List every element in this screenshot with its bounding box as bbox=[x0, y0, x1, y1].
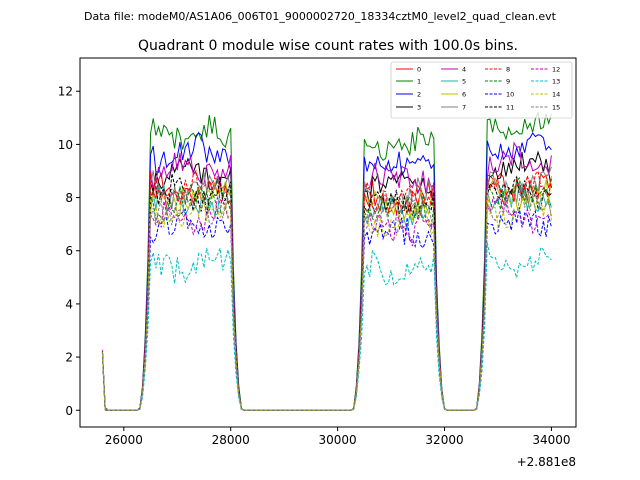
y-tick-label: 6 bbox=[65, 244, 73, 258]
x-tick-label: 34000 bbox=[532, 433, 570, 447]
y-axis-ticks: 0 2 4 6 8 10 12 bbox=[58, 85, 80, 418]
y-tick-label: 0 bbox=[65, 404, 73, 418]
y-tick-label: 2 bbox=[65, 351, 73, 365]
legend-label-2: 2 bbox=[417, 91, 421, 99]
series-line-15 bbox=[101, 187, 552, 411]
legend-label-12: 12 bbox=[552, 66, 560, 74]
legend-label-1: 1 bbox=[417, 78, 421, 86]
legend-label-4: 4 bbox=[462, 66, 466, 74]
legend-box bbox=[390, 61, 573, 119]
legend-label-14: 14 bbox=[552, 91, 560, 99]
axes-frame bbox=[79, 57, 577, 428]
x-tick-label: 28000 bbox=[212, 433, 250, 447]
legend-label-8: 8 bbox=[506, 66, 510, 74]
plot-lines bbox=[101, 110, 552, 411]
legend-label-15: 15 bbox=[552, 104, 560, 112]
legend-label-13: 13 bbox=[552, 78, 560, 86]
x-tick-label: 26000 bbox=[105, 433, 143, 447]
x-tick-label: 32000 bbox=[425, 433, 463, 447]
legend-label-9: 9 bbox=[506, 78, 510, 86]
y-tick-label: 12 bbox=[58, 85, 73, 99]
x-offset-label: +2.881e8 bbox=[517, 455, 576, 469]
legend-label-6: 6 bbox=[462, 91, 466, 99]
legend-label-3: 3 bbox=[417, 104, 421, 112]
y-tick-label: 4 bbox=[65, 297, 73, 311]
x-axis-ticks: 26000 28000 30000 32000 34000 bbox=[105, 427, 571, 447]
legend-label-7: 7 bbox=[462, 104, 466, 112]
series-line-8 bbox=[101, 169, 552, 411]
series-line-1 bbox=[101, 110, 552, 411]
legend-label-0: 0 bbox=[417, 66, 421, 74]
y-tick-label: 10 bbox=[58, 138, 73, 152]
figure-suptitle: Data file: modeM0/AS1A06_006T01_90000027… bbox=[84, 10, 557, 23]
chart-title: Quadrant 0 module wise count rates with … bbox=[138, 38, 518, 54]
legend-label-11: 11 bbox=[506, 104, 514, 112]
x-tick-label: 30000 bbox=[319, 433, 357, 447]
legend-label-5: 5 bbox=[462, 78, 466, 86]
legend-label-10: 10 bbox=[506, 91, 514, 99]
y-tick-label: 8 bbox=[65, 191, 73, 205]
